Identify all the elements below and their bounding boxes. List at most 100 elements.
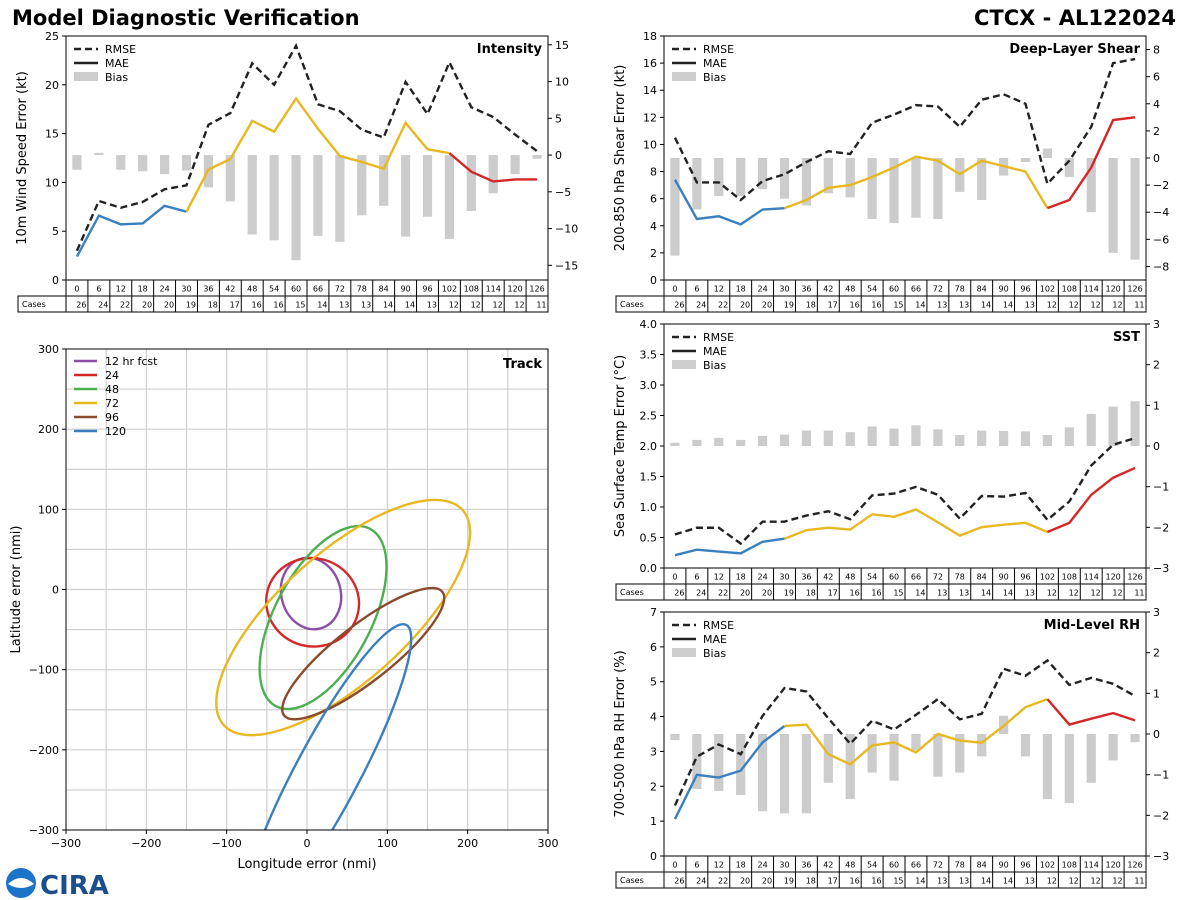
case-count: 12 — [1091, 877, 1101, 886]
bias-bar — [867, 426, 877, 446]
y2-tick-label: −10 — [555, 223, 578, 236]
case-count: 14 — [981, 301, 991, 310]
bias-bar — [692, 158, 702, 210]
case-count: 22 — [718, 589, 728, 598]
y2-tick-label: −15 — [555, 259, 578, 272]
case-count: 13 — [361, 301, 371, 310]
bias-bar — [1020, 734, 1031, 757]
panel-title: Intensity — [477, 42, 543, 57]
y-tick-label: 5 — [650, 676, 657, 689]
noaa-wave-icon — [8, 878, 34, 888]
case-count: 16 — [871, 301, 881, 310]
case-count: 22 — [120, 301, 130, 310]
rmse-line — [673, 57, 1136, 202]
hour-label: 30 — [779, 861, 789, 870]
y-tick-label: 200 — [38, 423, 59, 436]
hour-label: 12 — [714, 573, 724, 582]
case-count: 17 — [230, 301, 240, 310]
legend-bias-swatch — [672, 72, 696, 81]
bias-bar — [1064, 158, 1074, 177]
hour-label: 120 — [1105, 573, 1120, 582]
case-count: 14 — [915, 589, 925, 598]
case-count: 20 — [762, 301, 772, 310]
y-tick-label: 20 — [45, 79, 59, 92]
hour-label: 78 — [955, 861, 965, 870]
y-tick-label: 100 — [38, 503, 59, 516]
hour-label: 84 — [379, 285, 389, 294]
legend-label: 72 — [105, 397, 119, 410]
y-tick-label: 4.0 — [640, 318, 658, 331]
hour-label: 96 — [422, 285, 432, 294]
case-count: 24 — [98, 301, 108, 310]
y-tick-label: 25 — [45, 30, 59, 43]
y-tick-label: 0.0 — [640, 562, 658, 575]
bias-bar — [1086, 158, 1096, 213]
bias-bar — [911, 425, 921, 446]
case-count: 19 — [784, 589, 794, 598]
bias-bar — [779, 158, 790, 199]
bias-bar — [867, 734, 877, 773]
y2-tick-label: 0 — [1153, 440, 1160, 453]
case-count: 17 — [828, 877, 838, 886]
bias-bar — [757, 435, 768, 446]
case-count: 14 — [915, 877, 925, 886]
legend-bias-swatch — [74, 72, 98, 81]
case-count: 12 — [449, 301, 459, 310]
case-count: 13 — [959, 877, 969, 886]
case-count: 13 — [937, 301, 947, 310]
legend-bias-swatch — [672, 360, 696, 369]
hour-label: 114 — [486, 285, 501, 294]
x-tick-label: 300 — [538, 837, 559, 850]
bias-bar — [510, 155, 520, 175]
x-axis-label: Longitude error (nmi) — [237, 857, 376, 872]
bias-bar — [94, 152, 104, 156]
bias-bar — [379, 155, 389, 206]
bias-bar — [670, 734, 680, 741]
x-tick-label: 0 — [304, 837, 311, 850]
hour-label: 48 — [845, 285, 855, 294]
case-count: 14 — [1003, 301, 1013, 310]
case-count: 12 — [1069, 877, 1079, 886]
legend-label: Bias — [703, 647, 726, 660]
case-count: 20 — [740, 877, 750, 886]
case-count: 12 — [1047, 589, 1057, 598]
bias-bar — [181, 155, 192, 171]
y2-tick-label: 2 — [1153, 647, 1160, 660]
y2-tick-label: 1 — [1153, 399, 1160, 412]
y-tick-label: 2.5 — [640, 410, 658, 423]
bias-bar — [977, 430, 987, 446]
bias-bar — [911, 158, 921, 218]
bias-bar — [1130, 158, 1140, 260]
bias-bar — [291, 155, 301, 261]
hour-label: 126 — [1127, 285, 1142, 294]
hour-label: 84 — [977, 573, 987, 582]
bias-bar — [845, 158, 855, 198]
case-count: 17 — [828, 589, 838, 598]
case-count: 16 — [252, 301, 262, 310]
y2-tick-label: −6 — [1153, 233, 1169, 246]
y-tick-label: 6 — [650, 641, 657, 654]
y-tick-label: 1 — [650, 815, 657, 828]
case-count: 19 — [186, 301, 196, 310]
hour-label: 24 — [159, 285, 169, 294]
case-count: 13 — [1025, 877, 1035, 886]
case-count: 14 — [981, 877, 991, 886]
cases-label: Cases — [620, 876, 644, 885]
mae-line-segment — [674, 537, 785, 557]
hour-label: 84 — [977, 861, 987, 870]
hour-label: 108 — [1062, 285, 1077, 294]
y-tick-label: 1.5 — [640, 471, 658, 484]
hour-label: 30 — [779, 285, 789, 294]
case-count: 18 — [806, 301, 816, 310]
mae-line-segment — [1046, 466, 1136, 534]
case-count: 26 — [76, 301, 86, 310]
case-count: 12 — [1069, 301, 1079, 310]
bias-bar — [247, 155, 257, 235]
case-count: 12 — [1112, 877, 1122, 886]
hour-label: 36 — [801, 861, 811, 870]
track-ellipse-120 — [241, 622, 413, 830]
bias-bar — [933, 429, 943, 446]
case-count: 17 — [828, 301, 838, 310]
mae-line-segment — [448, 152, 538, 183]
legend-label: Bias — [703, 71, 726, 84]
